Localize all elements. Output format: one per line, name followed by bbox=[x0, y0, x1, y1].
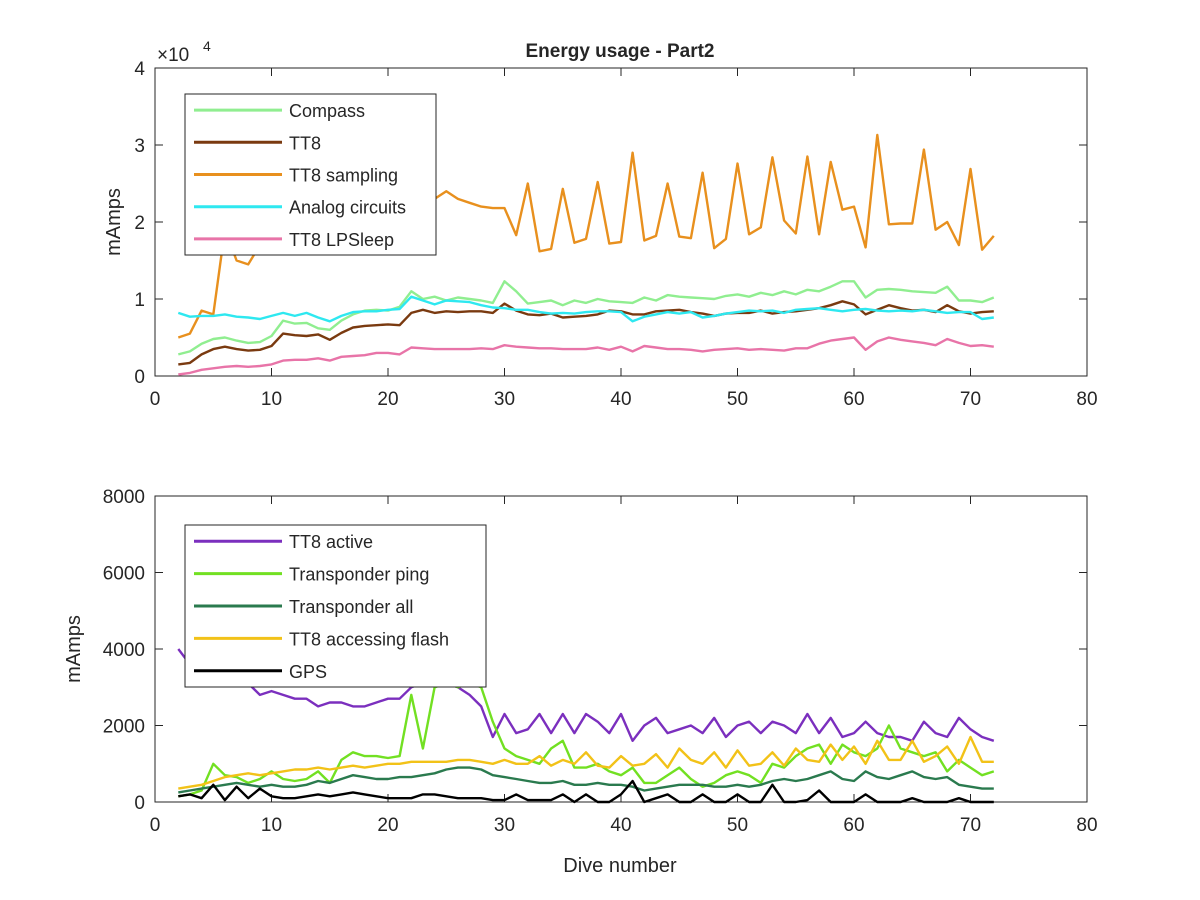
p2-y-tick-label: 2000 bbox=[103, 717, 145, 738]
p2-y-tick-label: 0 bbox=[134, 793, 145, 814]
p2-x-tick-label: 50 bbox=[727, 815, 748, 836]
p2-legend-label: Transponder all bbox=[289, 597, 413, 617]
p1-series-line-tt8-lpsleep bbox=[178, 336, 994, 376]
p1-y-tick-label: 2 bbox=[134, 213, 145, 234]
p2-x-tick-label: 40 bbox=[610, 815, 631, 836]
p1-y-axis-exponent-power: 4 bbox=[203, 38, 211, 54]
p2-x-tick-label: 70 bbox=[960, 815, 981, 836]
p2-x-tick-label: 0 bbox=[150, 815, 161, 836]
p1-legend-label: TT8 bbox=[289, 133, 321, 153]
p1-x-tick-label: 40 bbox=[610, 389, 631, 410]
p2-x-tick-label: 20 bbox=[377, 815, 398, 836]
p1-y-tick-label: 0 bbox=[134, 367, 145, 388]
p1-x-tick-label: 0 bbox=[150, 389, 161, 410]
p2-x-tick-label: 10 bbox=[261, 815, 282, 836]
p1-y-axis-exponent: ×10 bbox=[157, 45, 189, 66]
p2-x-tick-label: 60 bbox=[843, 815, 864, 836]
p1-y-tick-label: 3 bbox=[134, 136, 145, 157]
p1-x-tick-label: 50 bbox=[727, 389, 748, 410]
p1-y-tick-label: 4 bbox=[134, 59, 145, 80]
p1-legend-label: TT8 LPSleep bbox=[289, 230, 394, 250]
energy-plot-part1: 0 10 20 30 40 50 60 70 80 0 1 2 3 4 mAmps ×10 4 Compass TT… bbox=[103, 38, 1098, 410]
p2-y-tick-label: 6000 bbox=[103, 564, 145, 585]
p1-x-tick-label: 60 bbox=[843, 389, 864, 410]
energy-plot-part2: 0 10 20 30 40 50 60 70 80 0 2000 4000 6000 8000 mAmps D… bbox=[63, 487, 1098, 877]
p2-series-line-transponder-all bbox=[178, 766, 994, 794]
p2-x-tick-label: 30 bbox=[494, 815, 515, 836]
p1-legend-label: Analog circuits bbox=[289, 198, 406, 218]
p2-x-tick-label: 80 bbox=[1076, 815, 1097, 836]
p1-legend-label: TT8 sampling bbox=[289, 166, 398, 186]
p1-series-line-analog-circuits bbox=[177, 295, 994, 323]
p2-legend-label: TT8 active bbox=[289, 532, 373, 552]
p1-x-tick-label: 30 bbox=[494, 389, 515, 410]
p2-y-axis-label: mAmps bbox=[63, 615, 85, 683]
p1-legend-label: Compass bbox=[289, 101, 365, 121]
p2-y-tick-label: 8000 bbox=[103, 487, 145, 508]
p1-x-tick-label: 70 bbox=[960, 389, 981, 410]
p2-x-axis-label: Dive number bbox=[563, 855, 677, 877]
chart-title: Energy usage - Part2 bbox=[525, 41, 714, 62]
p2-legend-label: Transponder ping bbox=[289, 565, 429, 585]
p1-x-tick-label: 10 bbox=[261, 389, 282, 410]
p1-x-tick-label: 80 bbox=[1076, 389, 1097, 410]
p1-y-tick-label: 1 bbox=[134, 290, 145, 311]
p2-y-tick-label: 4000 bbox=[103, 640, 145, 661]
p1-x-tick-label: 20 bbox=[377, 389, 398, 410]
p2-series-line-tt8-active bbox=[177, 648, 995, 742]
p2-legend-label: GPS bbox=[289, 662, 327, 682]
p2-legend-label: TT8 accessing flash bbox=[289, 629, 449, 649]
p1-series-line-tt8 bbox=[178, 300, 994, 366]
p2-series-line-tt8-accessing-flash bbox=[178, 735, 994, 790]
p2-series-line-gps bbox=[178, 779, 994, 804]
p1-series-line-compass bbox=[177, 280, 995, 356]
p1-y-axis-label: mAmps bbox=[103, 188, 125, 256]
